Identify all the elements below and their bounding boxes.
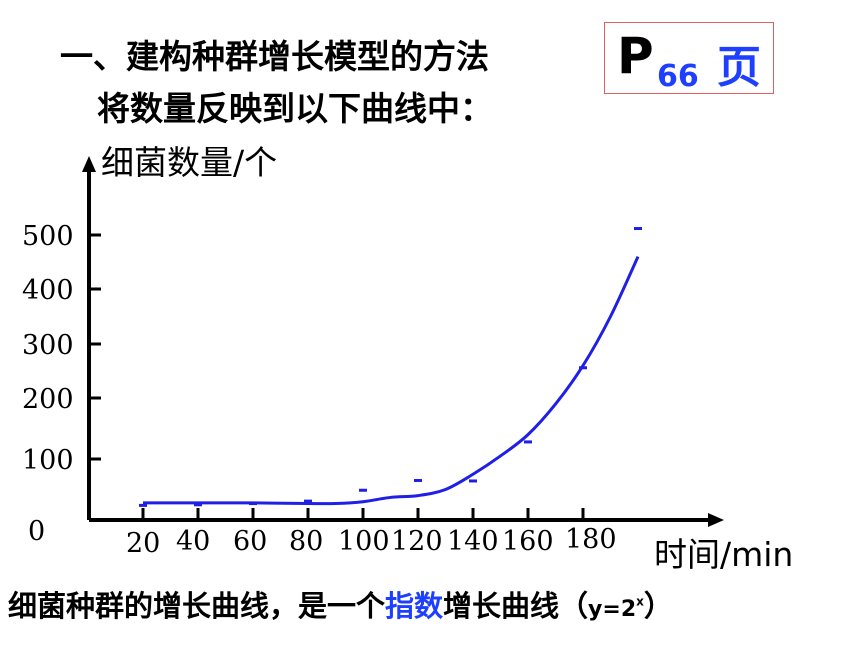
x-tick-label: 80 — [289, 526, 323, 557]
x-tick-label: 60 — [233, 526, 267, 557]
caption-formula-exp: x — [636, 594, 644, 609]
x-tick-label: 100 — [338, 526, 390, 557]
caption: 细菌种群的增长曲线，是一个指数增长曲线（y=2x） — [8, 583, 673, 625]
caption-part2: 增长曲线（ — [443, 589, 589, 623]
y-axis-arrow — [82, 156, 96, 172]
x-tick-label: 120 — [391, 526, 443, 557]
page-ref-suffix: 页 — [717, 42, 761, 93]
x-tick-label: 160 — [502, 526, 554, 557]
y-tick-label: 500 — [22, 221, 74, 252]
x-axis-arrow — [708, 513, 724, 527]
caption-formula-base: y=2 — [588, 597, 637, 622]
growth-curve — [143, 255, 640, 506]
x-tick-label: 140 — [447, 526, 499, 557]
y-tick-label: 100 — [22, 445, 74, 476]
y-axis-label: 细菌数量/个 — [101, 143, 278, 182]
heading-line2: 将数量反映到以下曲线中： — [97, 89, 493, 128]
caption-close: ） — [643, 589, 673, 623]
y-tick-label: 400 — [22, 275, 74, 306]
caption-part1: 细菌种群的增长曲线，是一个 — [8, 589, 386, 623]
x-tick-label: 20 — [126, 528, 160, 559]
page-ref-prefix: P — [617, 27, 654, 85]
x-axis-label: 时间/min — [654, 535, 794, 574]
page-reference-box: P 66 页 — [604, 22, 774, 94]
y-tick-label: 300 — [22, 330, 74, 361]
x-tick-label: 40 — [176, 526, 210, 557]
page-ref-number: 66 — [657, 59, 699, 94]
y-tick-label: 200 — [22, 384, 74, 415]
x-tick-label: 180 — [565, 524, 617, 555]
caption-highlight: 指数 — [385, 589, 444, 623]
y-tick-label: 0 — [28, 516, 45, 547]
heading-line1: 一、建构种群增长模型的方法 — [60, 37, 489, 76]
